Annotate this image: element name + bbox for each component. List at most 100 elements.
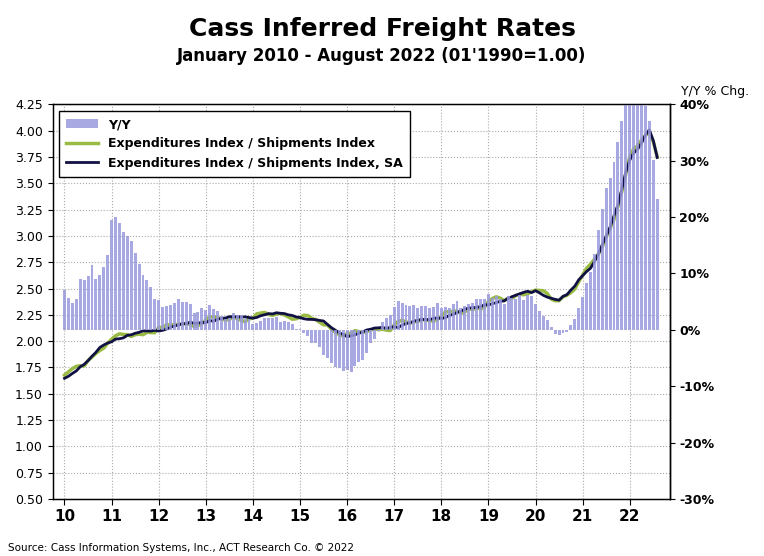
Bar — [145, 280, 148, 330]
Bar — [385, 318, 388, 330]
Bar — [322, 330, 325, 355]
Bar — [373, 330, 376, 339]
Expenditures Index / Shipments Index, SA — [645, 127, 654, 133]
Bar — [126, 236, 129, 330]
Bar — [134, 254, 137, 330]
Bar — [130, 241, 133, 330]
Bar — [636, 97, 639, 330]
Bar — [420, 306, 423, 330]
Bar — [369, 330, 372, 344]
Bar — [495, 296, 497, 330]
Bar — [286, 321, 290, 330]
Bar — [459, 309, 462, 330]
Bar — [173, 303, 176, 330]
Bar — [196, 312, 199, 330]
Bar — [138, 264, 141, 330]
Bar — [102, 267, 105, 330]
Bar — [503, 304, 506, 330]
Expenditures Index / Shipments Index, SA — [60, 375, 69, 381]
Bar — [212, 310, 215, 330]
Bar — [181, 302, 183, 330]
Bar — [248, 319, 251, 330]
Bar — [193, 313, 196, 330]
Bar — [342, 330, 345, 371]
Bar — [487, 295, 490, 330]
Bar — [428, 307, 431, 330]
Bar — [283, 321, 286, 330]
Bar — [471, 304, 474, 330]
Bar — [440, 308, 443, 330]
Bar — [290, 324, 293, 330]
Bar — [338, 330, 341, 368]
Bar — [589, 272, 592, 330]
Bar — [569, 325, 572, 330]
Bar — [169, 305, 172, 330]
Bar — [581, 297, 584, 330]
Bar — [358, 330, 361, 363]
Expenditures Index / Shipments Index — [456, 310, 465, 317]
Bar — [545, 320, 549, 330]
Bar — [530, 296, 533, 330]
Bar — [578, 308, 580, 330]
Bar — [95, 279, 97, 330]
Bar — [267, 318, 270, 330]
Bar — [200, 308, 203, 330]
Bar — [150, 287, 152, 330]
Expenditures Index / Shipments Index — [445, 308, 454, 315]
Bar — [154, 300, 157, 330]
Bar — [209, 305, 211, 330]
Bar — [157, 300, 160, 330]
Bar — [114, 217, 117, 330]
Bar — [628, 91, 631, 330]
Bar — [236, 315, 238, 330]
Bar — [604, 188, 607, 330]
Expenditures Index / Shipments Index, SA — [445, 312, 454, 319]
Bar — [404, 305, 407, 330]
Bar — [255, 322, 258, 330]
Bar — [310, 330, 313, 342]
Expenditures Index / Shipments Index, SA — [151, 327, 160, 334]
Bar — [67, 297, 70, 330]
Bar — [565, 330, 568, 331]
Bar — [90, 265, 93, 330]
Expenditures Index / Shipments Index — [645, 129, 654, 136]
Bar — [562, 330, 565, 333]
Bar — [71, 304, 74, 330]
Expenditures Index / Shipments Index, SA — [79, 361, 89, 368]
Bar — [573, 319, 576, 330]
Bar — [259, 321, 262, 330]
Bar — [538, 311, 541, 330]
Bar — [176, 299, 180, 330]
Bar — [656, 200, 659, 330]
Bar — [400, 304, 403, 330]
Bar — [413, 305, 416, 330]
Bar — [424, 306, 427, 330]
Bar — [597, 230, 600, 330]
Expenditures Index / Shipments Index — [264, 311, 274, 317]
Bar — [393, 307, 396, 330]
Bar — [644, 106, 647, 330]
Bar — [361, 330, 364, 360]
Bar — [79, 279, 82, 330]
Bar — [299, 329, 302, 330]
Bar — [122, 232, 125, 330]
Bar — [220, 316, 223, 330]
Bar — [118, 223, 121, 330]
Bar — [640, 100, 643, 330]
Bar — [648, 121, 651, 330]
Bar — [275, 317, 278, 330]
Bar — [585, 283, 588, 330]
Bar — [609, 178, 611, 330]
Bar — [624, 105, 627, 330]
Bar — [550, 326, 552, 330]
Text: Source: Cass Information Systems, Inc., ACT Research Co. © 2022: Source: Cass Information Systems, Inc., … — [8, 543, 354, 553]
Bar — [464, 306, 466, 330]
Bar — [381, 322, 384, 330]
Bar — [455, 301, 458, 330]
Text: January 2010 - August 2022 (01'1990=1.00): January 2010 - August 2022 (01'1990=1.00… — [177, 47, 587, 65]
Expenditures Index / Shipments Index — [79, 363, 89, 369]
Bar — [448, 307, 451, 330]
Bar — [303, 330, 306, 333]
Bar — [632, 92, 635, 330]
Bar — [99, 275, 102, 330]
